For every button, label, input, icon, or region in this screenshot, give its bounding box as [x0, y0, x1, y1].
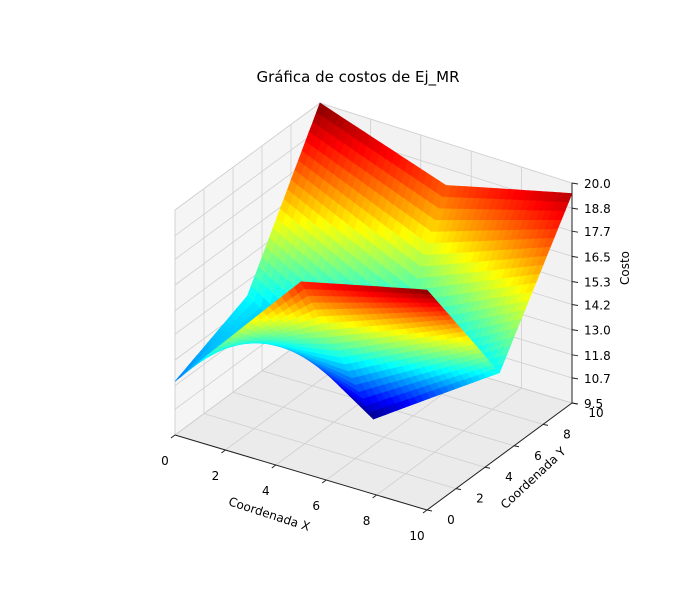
chart-title: Gráfica de costos de Ej_MR	[256, 68, 459, 87]
z-tick-mark	[571, 207, 579, 210]
y-tick-label: 10	[588, 406, 603, 420]
z-tick-mark	[571, 402, 579, 405]
y-tick-mark	[426, 509, 433, 512]
z-tick-label: 10.7	[584, 372, 611, 386]
z-tick-label: 9.5	[584, 397, 603, 411]
y-tick-label: 8	[563, 427, 571, 441]
y-tick-label: 2	[476, 492, 484, 506]
y-tick-mark	[455, 488, 462, 491]
z-tick-label: 18.8	[584, 202, 611, 216]
x-tick-mark	[422, 509, 428, 514]
y-tick-mark	[542, 423, 549, 426]
z-tick-label: 16.5	[584, 250, 611, 264]
x-tick-mark	[372, 494, 377, 499]
tick-labels: 024681002468109.510.711.813.014.215.316.…	[161, 177, 611, 543]
z-tick-mark	[571, 329, 579, 332]
z-tick-label: 13.0	[584, 324, 611, 338]
y-tick-mark	[484, 466, 491, 469]
x-tick-label: 0	[161, 454, 169, 468]
surface-patch	[420, 289, 432, 295]
y-tick-label: 4	[505, 470, 513, 484]
x-tick-mark	[170, 434, 176, 439]
y-tick-label: 6	[534, 449, 542, 463]
y-axis-line	[426, 402, 573, 511]
z-tick-mark	[571, 304, 579, 307]
z-tick-label: 17.7	[584, 225, 611, 239]
y-tick-label: 0	[447, 513, 455, 527]
x-axis-line	[174, 434, 428, 511]
z-tick-mark	[571, 182, 579, 185]
z-tick-mark	[571, 354, 579, 357]
x-tick-mark	[321, 479, 327, 484]
z-tick-label: 15.3	[584, 276, 611, 290]
z-axis-label: Costo	[618, 251, 632, 285]
z-tick-label: 20.0	[584, 177, 611, 191]
z-tick-label: 11.8	[584, 349, 611, 363]
z-tick-mark	[571, 255, 579, 258]
x-tick-label: 8	[363, 514, 371, 528]
z-tick-mark	[571, 377, 579, 380]
x-tick-label: 2	[212, 469, 220, 483]
cost-surface	[174, 102, 573, 420]
x-tick-label: 4	[262, 484, 270, 498]
x-tick-label: 6	[312, 499, 320, 513]
z-tick-mark	[571, 230, 579, 233]
z-tick-label: 14.2	[584, 299, 611, 313]
y-tick-mark	[513, 445, 520, 448]
axis-lines	[174, 183, 573, 511]
x-tick-mark	[221, 449, 226, 454]
z-tick-mark	[571, 280, 579, 283]
x-tick-mark	[271, 464, 277, 469]
x-tick-label: 10	[409, 529, 424, 543]
